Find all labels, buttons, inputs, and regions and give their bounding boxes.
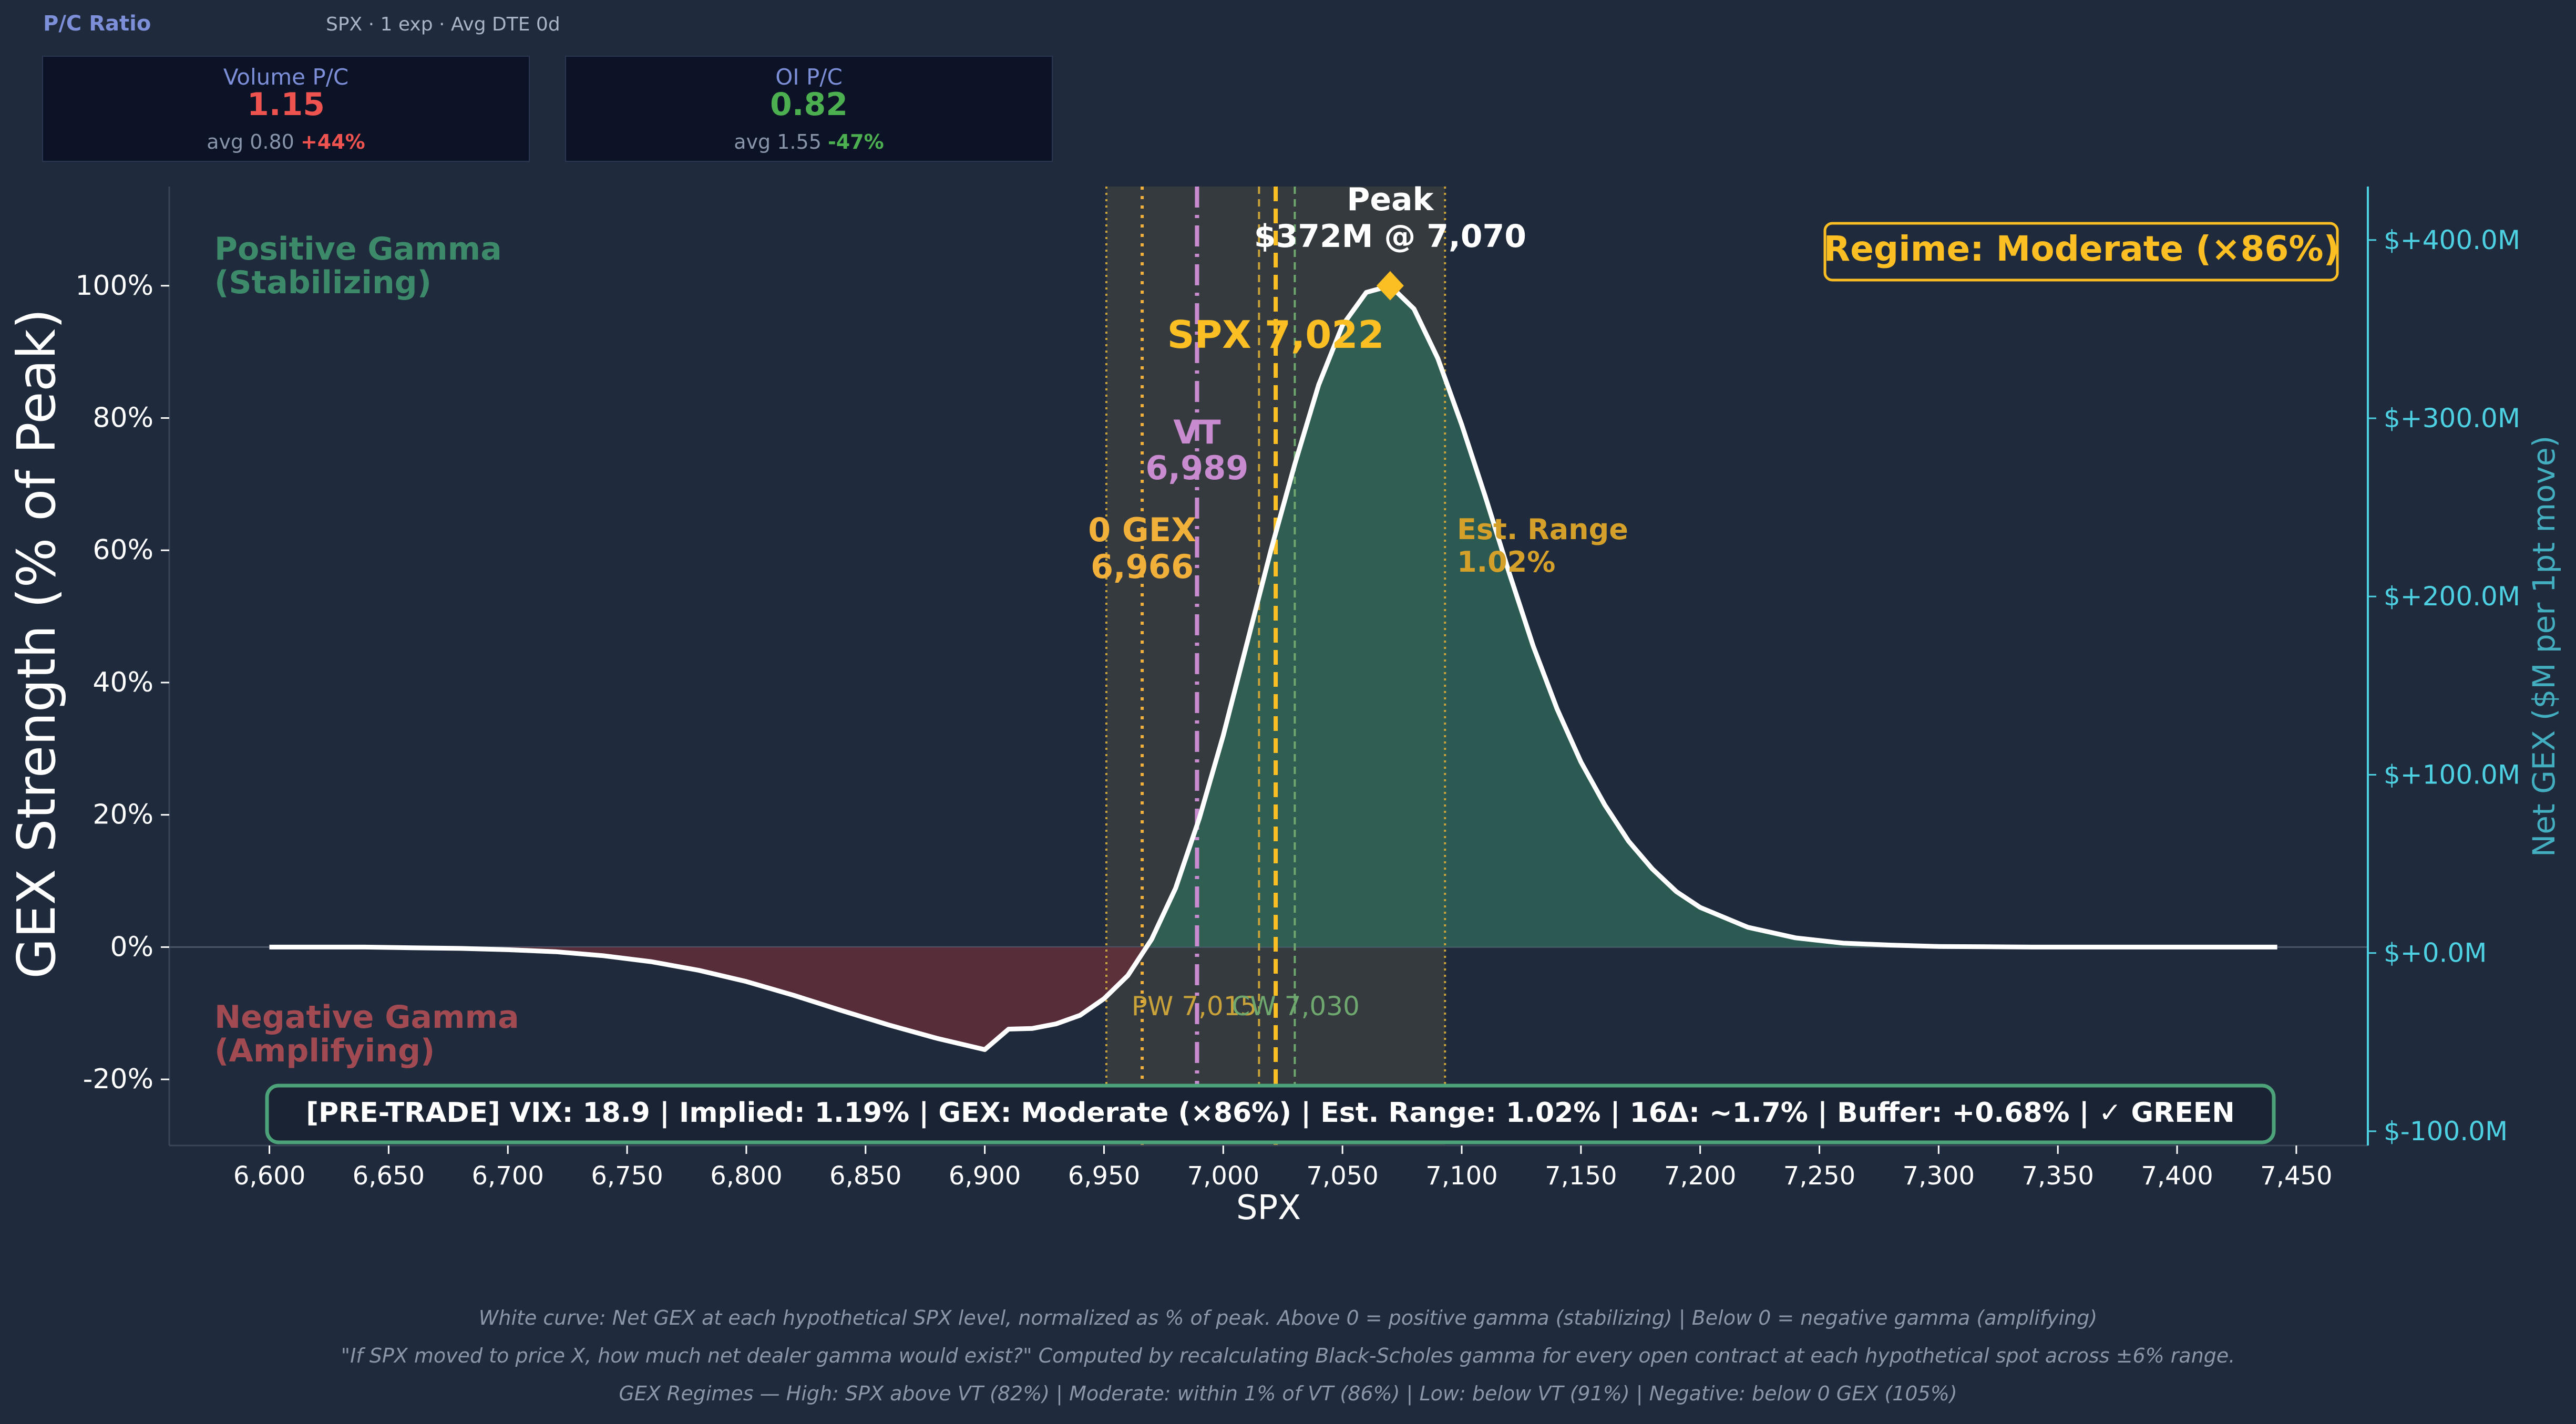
x-tick-label: 6,950 (1068, 1161, 1140, 1191)
regime-badge-box (1823, 222, 2339, 282)
y2-tick-label: $-100.0M (2384, 1116, 2508, 1147)
card-avg: avg 1.55 (734, 130, 822, 153)
positive-gamma-label: Positive Gamma (214, 231, 502, 267)
zero-gex-label: 0 GEX (1088, 511, 1196, 549)
y-tick-label: 60% (93, 534, 153, 566)
x-tick-label: 6,900 (949, 1161, 1021, 1191)
x-tick-label: 7,200 (1664, 1161, 1736, 1191)
card-value: 0.82 (769, 86, 848, 123)
gex-curve (269, 283, 2277, 1052)
y-tick-label: 40% (93, 667, 153, 698)
peak-value-label: $372M @ 7,070 (1254, 218, 1526, 255)
y2-tick-label: $+0.0M (2384, 938, 2487, 968)
x-tick-label: 7,450 (2260, 1161, 2332, 1191)
y2-tick-label: $+400.0M (2384, 225, 2520, 255)
x-tick-label: 7,300 (1903, 1161, 1975, 1191)
card-avg: avg 0.80 (207, 130, 294, 153)
x-tick-label: 6,800 (710, 1161, 782, 1191)
negative-gamma-area (365, 947, 1147, 1050)
y-tick-label: 0% (110, 931, 154, 963)
positive-gamma-area (269, 285, 2277, 947)
page-title: P/C Ratio (43, 12, 151, 36)
card-change: -47% (827, 130, 884, 153)
x-tick-label: 7,400 (2141, 1161, 2213, 1191)
est-range-value-label: 1.02% (1457, 545, 1555, 579)
status-bar: [PRE-TRADE] VIX: 18.9 | Implied: 1.19% |… (306, 1097, 2235, 1129)
x-tick-label: 6,650 (353, 1161, 425, 1191)
x-tick-label: 7,000 (1187, 1161, 1259, 1191)
footer-note-2: "If SPX moved to price X, how much net d… (341, 1344, 2235, 1367)
zero-gex-value-label: 6,966 (1091, 548, 1194, 586)
card-label: OI P/C (775, 64, 843, 90)
x-tick-label: 7,050 (1306, 1161, 1378, 1191)
card-value: 1.15 (247, 86, 325, 123)
y-tick-label: -20% (83, 1064, 153, 1095)
spx-label: SPX 7,022 (1167, 313, 1384, 357)
card-sub: avg 0.80 +44% (43, 130, 529, 153)
x-tick-label: 6,600 (233, 1161, 305, 1191)
y2-tick-label: $+200.0M (2384, 581, 2520, 612)
peak-marker (1376, 271, 1404, 301)
volume-pc-card: Volume P/C 1.15 avg 0.80 +44% (42, 56, 530, 162)
vt-value-label: 6,989 (1145, 449, 1248, 487)
call-wall-label: CW 7,030 (1231, 991, 1359, 1021)
x-tick-label: 6,700 (472, 1161, 544, 1191)
card-label: Volume P/C (223, 64, 349, 90)
card-change: +44% (300, 130, 365, 153)
y-tick-label: 100% (75, 270, 153, 302)
peak-label: Peak (1347, 181, 1434, 218)
regime-badge: Regime: Moderate (×86%) (1823, 229, 2339, 269)
x-tick-label: 6,850 (829, 1161, 901, 1191)
y2-axis-title: Net GEX ($M per 1pt move) (2526, 436, 2562, 857)
x-tick-label: 6,750 (591, 1161, 663, 1191)
x-tick-label: 7,250 (1783, 1161, 1855, 1191)
oi-pc-card: OI P/C 0.82 avg 1.55 -47% (565, 56, 1053, 162)
vt-label: VT (1173, 413, 1220, 451)
put-wall-label: PW 7,015 (1132, 991, 1257, 1021)
x-tick-label: 7,100 (1425, 1161, 1497, 1191)
x-tick-label: 7,350 (2021, 1161, 2093, 1191)
negative-gamma-sublabel: (Amplifying) (214, 1033, 435, 1069)
status-bar-box (265, 1084, 2276, 1144)
x-tick-label: 7,150 (1545, 1161, 1617, 1191)
footer-note-3: GEX Regimes — High: SPX above VT (82%) |… (619, 1382, 1957, 1405)
y-axis-title: GEX Strength (% of Peak) (6, 308, 67, 979)
y-tick-label: 80% (93, 403, 153, 434)
positive-gamma-sublabel: (Stabilizing) (214, 264, 432, 301)
est-range-label: Est. Range (1457, 513, 1628, 546)
x-axis-title: SPX (1236, 1189, 1301, 1227)
footer-note-1: White curve: Net GEX at each hypothetica… (478, 1306, 2098, 1329)
y2-tick-label: $+300.0M (2384, 403, 2520, 434)
negative-gamma-label: Negative Gamma (214, 999, 519, 1036)
y2-tick-label: $+100.0M (2384, 759, 2520, 790)
card-sub: avg 1.55 -47% (566, 130, 1052, 153)
y-tick-label: 20% (93, 799, 153, 831)
page-subtitle: SPX · 1 exp · Avg DTE 0d (326, 14, 560, 35)
